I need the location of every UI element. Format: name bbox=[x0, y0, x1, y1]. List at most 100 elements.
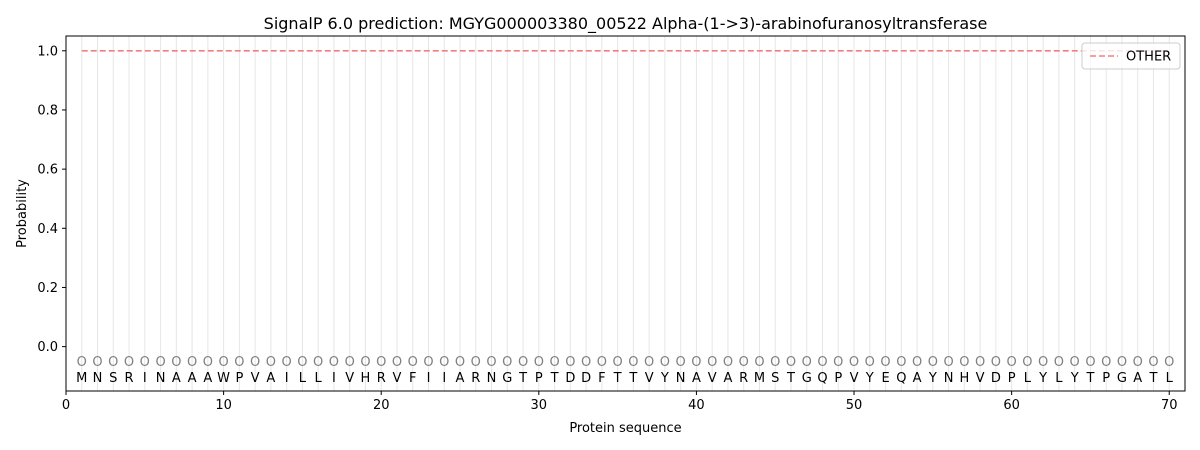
y-tick-label: 0.8 bbox=[37, 103, 58, 118]
residue-letter: P bbox=[834, 371, 842, 386]
x-tick-label: 50 bbox=[846, 398, 863, 413]
residue-letter: R bbox=[739, 371, 748, 386]
residue-letter: M bbox=[76, 371, 87, 386]
y-tick-label: 0.4 bbox=[37, 222, 58, 237]
predicted-label-marker: O bbox=[408, 355, 418, 370]
y-axis-label: Probability bbox=[15, 179, 30, 248]
residue-letter: P bbox=[1008, 371, 1016, 386]
residue-letter: S bbox=[109, 371, 117, 386]
residue-letter: N bbox=[944, 371, 954, 386]
predicted-label-marker: O bbox=[1117, 355, 1127, 370]
residue-letter: L bbox=[1024, 371, 1032, 386]
predicted-label-marker: O bbox=[250, 355, 260, 370]
residue-letter: N bbox=[676, 371, 686, 386]
residue-letter: G bbox=[502, 371, 512, 386]
residue-letter: T bbox=[628, 371, 637, 386]
residue-letter: A bbox=[203, 371, 212, 386]
predicted-label-marker: O bbox=[802, 355, 812, 370]
predicted-label-marker: O bbox=[1022, 355, 1032, 370]
predicted-label-marker: O bbox=[833, 355, 843, 370]
residue-letter: M bbox=[754, 371, 765, 386]
predicted-label-marker: O bbox=[754, 355, 764, 370]
residue-letter: T bbox=[550, 371, 559, 386]
residue-letter: H bbox=[959, 371, 969, 386]
y-tick-label: 0.6 bbox=[37, 163, 58, 178]
x-tick-label: 10 bbox=[215, 398, 232, 413]
residue-letter: Y bbox=[1070, 371, 1079, 386]
x-tick-label: 70 bbox=[1161, 398, 1178, 413]
residue-letter: D bbox=[565, 371, 575, 386]
predicted-label-marker: O bbox=[455, 355, 465, 370]
residue-letter: F bbox=[409, 371, 416, 386]
predicted-label-marker: O bbox=[108, 355, 118, 370]
predicted-label-marker: O bbox=[297, 355, 307, 370]
predicted-label-marker: O bbox=[786, 355, 796, 370]
predicted-label-marker: O bbox=[234, 355, 244, 370]
predicted-label-marker: O bbox=[203, 355, 213, 370]
residue-letter: V bbox=[645, 371, 654, 386]
predicted-label-marker: O bbox=[644, 355, 654, 370]
residue-letter: R bbox=[471, 371, 480, 386]
predicted-label-marker: O bbox=[1038, 355, 1048, 370]
predicted-label-marker: O bbox=[581, 355, 591, 370]
predicted-label-marker: O bbox=[392, 355, 402, 370]
residue-letter: V bbox=[251, 371, 260, 386]
x-tick-label: 40 bbox=[688, 398, 705, 413]
residue-letter: R bbox=[125, 371, 134, 386]
predicted-label-marker: O bbox=[770, 355, 780, 370]
residue-letter: T bbox=[786, 371, 795, 386]
predicted-label-marker: O bbox=[534, 355, 544, 370]
residue-letter: I bbox=[143, 371, 147, 386]
predicted-label-marker: O bbox=[439, 355, 449, 370]
residue-letter: T bbox=[1085, 371, 1094, 386]
residue-letter: P bbox=[535, 371, 543, 386]
residue-letter: Y bbox=[865, 371, 874, 386]
residue-letter: F bbox=[598, 371, 605, 386]
predicted-label-marker: O bbox=[1070, 355, 1080, 370]
predicted-label-marker: O bbox=[707, 355, 717, 370]
legend: OTHER bbox=[1081, 42, 1181, 70]
residue-letter: W bbox=[217, 371, 230, 386]
predicted-label-marker: O bbox=[282, 355, 292, 370]
predicted-label-marker: O bbox=[155, 355, 165, 370]
chart-title: SignalP 6.0 prediction: MGYG000003380_00… bbox=[264, 14, 988, 34]
predicted-label-marker: O bbox=[1085, 355, 1095, 370]
residue-letter: V bbox=[708, 371, 717, 386]
y-axis-ticks: 0.0 0.2 0.4 0.6 0.8 1.0 bbox=[37, 44, 66, 355]
residue-letter: V bbox=[850, 371, 859, 386]
residue-letter: A bbox=[266, 371, 275, 386]
x-tick-label: 60 bbox=[1003, 398, 1020, 413]
residue-letter: L bbox=[315, 371, 323, 386]
legend-box bbox=[1081, 42, 1181, 70]
residue-letter: I bbox=[332, 371, 336, 386]
predicted-label-marker: O bbox=[345, 355, 355, 370]
residue-letter: D bbox=[581, 371, 591, 386]
residue-letter: A bbox=[723, 371, 732, 386]
y-tick-label: 0.2 bbox=[37, 281, 58, 296]
residue-letter: Q bbox=[817, 371, 827, 386]
residue-letter: G bbox=[802, 371, 812, 386]
predicted-label-marker: O bbox=[928, 355, 938, 370]
predicted-label-marker: O bbox=[329, 355, 339, 370]
residue-letter: T bbox=[1149, 371, 1158, 386]
predicted-label-marker: O bbox=[140, 355, 150, 370]
predicted-label-marker: O bbox=[518, 355, 528, 370]
residue-letter: A bbox=[456, 371, 465, 386]
predicted-label-marker: O bbox=[218, 355, 228, 370]
predicted-label-marker: O bbox=[124, 355, 134, 370]
predicted-label-marker: O bbox=[1054, 355, 1064, 370]
residue-letter: L bbox=[299, 371, 307, 386]
residue-letter: A bbox=[913, 371, 922, 386]
residue-letter: I bbox=[427, 371, 431, 386]
residue-letter: Q bbox=[896, 371, 906, 386]
predicted-label-marker: O bbox=[597, 355, 607, 370]
predicted-label-marker: O bbox=[613, 355, 623, 370]
predicted-label-marker: O bbox=[1101, 355, 1111, 370]
residue-letter: N bbox=[487, 371, 497, 386]
predicted-label-marker: O bbox=[896, 355, 906, 370]
residue-letter: S bbox=[771, 371, 779, 386]
residue-letter: D bbox=[991, 371, 1001, 386]
residue-letter: Y bbox=[928, 371, 937, 386]
